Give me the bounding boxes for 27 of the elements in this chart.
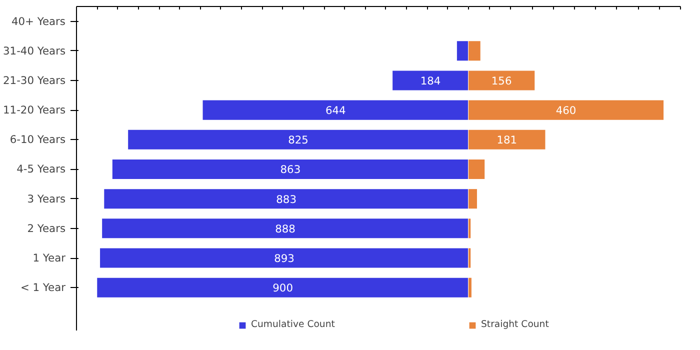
y-tick-label: 1 Year bbox=[32, 252, 66, 265]
data-label: 863 bbox=[280, 163, 301, 176]
bar bbox=[468, 278, 472, 298]
y-tick-label: 11-20 Years bbox=[3, 104, 66, 117]
data-label: 156 bbox=[491, 74, 512, 88]
data-label: 644 bbox=[325, 104, 346, 118]
data-label: 181 bbox=[496, 134, 518, 147]
legend-label: Cumulative Count bbox=[251, 319, 335, 330]
y-tick-label: 2 Years bbox=[27, 222, 66, 235]
data-label: 888 bbox=[275, 222, 296, 236]
data-label: 893 bbox=[274, 252, 294, 266]
data-label: 883 bbox=[276, 192, 296, 206]
y-tick-label: < 1 Year bbox=[20, 281, 66, 294]
y-tick-label: 21-30 Years bbox=[3, 74, 66, 87]
y-tick-label: 40+ Years bbox=[12, 14, 66, 28]
data-label: 184 bbox=[420, 74, 441, 88]
y-tick-label: 4-5 Years bbox=[16, 162, 66, 176]
y-tick-label: 3 Years bbox=[27, 192, 66, 206]
bar bbox=[468, 189, 477, 209]
bar bbox=[468, 159, 485, 180]
y-tick-label: 6-10 Years bbox=[10, 133, 66, 146]
data-label: 460 bbox=[556, 104, 576, 118]
bar bbox=[468, 130, 546, 150]
legend-label: Straight Count bbox=[481, 319, 549, 330]
data-label: 825 bbox=[288, 134, 308, 147]
y-tick-label: 31-40 Years bbox=[3, 44, 66, 58]
data-label: 900 bbox=[272, 282, 294, 295]
